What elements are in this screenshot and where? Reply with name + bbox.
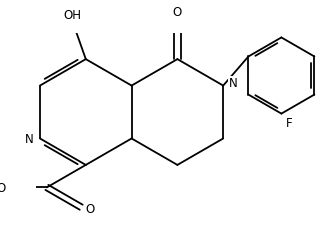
- Text: O: O: [85, 202, 95, 215]
- Text: N: N: [229, 77, 237, 90]
- Text: O: O: [173, 6, 182, 19]
- Text: F: F: [286, 116, 292, 129]
- Text: N: N: [25, 132, 34, 145]
- Text: OH: OH: [63, 9, 81, 22]
- Text: O: O: [0, 181, 6, 194]
